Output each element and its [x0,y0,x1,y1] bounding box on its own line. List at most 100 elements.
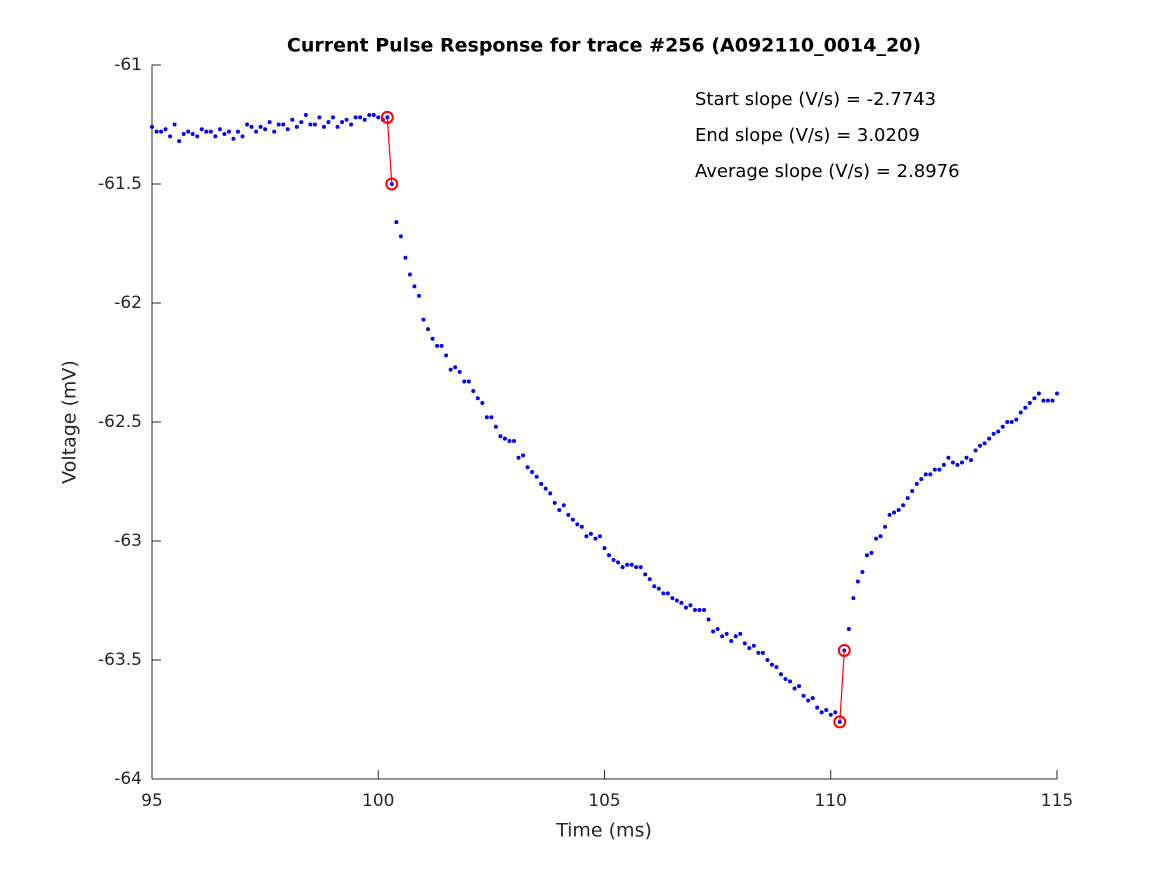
data-point [756,650,761,655]
data-point [525,465,530,470]
data-point [199,127,204,132]
data-point [869,550,874,555]
data-point [914,481,919,486]
data-point [462,379,467,384]
data-point [552,500,557,505]
data-point [358,115,363,120]
x-tick-label: 110 [815,791,847,811]
data-point [195,134,200,139]
data-point [267,120,272,125]
data-point [824,707,829,712]
data-point [937,467,942,472]
data-point [607,553,612,558]
data-point [874,536,878,541]
data-point [276,122,281,127]
x-tick-label: 115 [1041,791,1073,811]
data-point [928,472,933,477]
data-point [991,431,996,436]
annotation: End slope (V/s) = 3.0209 [695,125,920,146]
marker-circle [837,643,851,657]
data-point [688,603,693,608]
data-point [715,627,720,632]
data-point [1014,417,1019,422]
data-point [620,565,625,570]
data-point [1009,420,1014,424]
data-point [760,650,765,655]
data-point [652,584,657,589]
data-point [1000,424,1005,429]
chart-title: Current Pulse Response for trace #256 (A… [287,35,921,57]
data-point [1023,405,1028,410]
connector-line [386,117,393,185]
data-point [312,122,317,127]
data-point [190,132,195,137]
data-point [1036,391,1041,396]
data-point [860,569,865,574]
y-tick-label: -64 [114,769,142,789]
y-tick-label: -61.5 [98,174,142,194]
data-point [611,558,616,563]
data-point [466,379,471,384]
data-point [923,472,928,477]
data-point [394,220,399,225]
data-point [647,577,652,582]
data-point [892,510,897,515]
data-point [597,534,602,539]
annotation: Start slope (V/s) = -2.7743 [695,89,936,110]
data-point [561,503,566,508]
data-point [625,562,630,567]
data-point [941,462,946,467]
data-point [1041,398,1046,403]
data-point [208,129,213,134]
data-point [788,679,793,684]
x-tick-label: 105 [588,791,620,811]
data-point [883,524,888,529]
data-point [846,627,851,632]
data-point [1055,391,1059,396]
data-point [670,596,675,601]
data-point [896,508,901,513]
data-point [484,415,489,420]
data-point [376,115,381,120]
data-point [512,439,516,444]
data-point [521,453,526,458]
data-point [878,534,883,539]
data-point [683,605,688,610]
data-point [272,129,277,134]
data-point [362,117,367,122]
data-point [765,658,770,662]
data-point [426,327,431,332]
data-point [290,117,295,122]
data-point [498,434,503,439]
data-point [1050,398,1055,403]
data-point [973,448,978,453]
data-point [616,560,621,565]
marker-circle [380,110,394,124]
data-point [254,129,259,134]
data-point [303,112,308,117]
data-point [828,712,833,717]
data-point [910,489,915,494]
data-point [978,443,983,448]
data-point [778,672,783,677]
data-point [340,120,345,125]
data-point [1018,410,1023,415]
data-point [706,617,711,622]
data-point [421,317,426,322]
data-point [435,343,440,348]
data-point [702,608,707,613]
data-point [163,127,168,132]
data-point [602,546,607,551]
annotation: Average slope (V/s) = 2.8976 [695,161,960,182]
data-point [738,631,743,636]
x-tick-label: 95 [141,791,163,811]
data-point [502,436,507,441]
data-point [584,534,589,539]
data-point [643,572,648,577]
data-point [769,662,774,667]
data-point [679,600,684,605]
data-point [480,400,485,405]
data-point [724,631,729,636]
data-point [285,127,290,132]
